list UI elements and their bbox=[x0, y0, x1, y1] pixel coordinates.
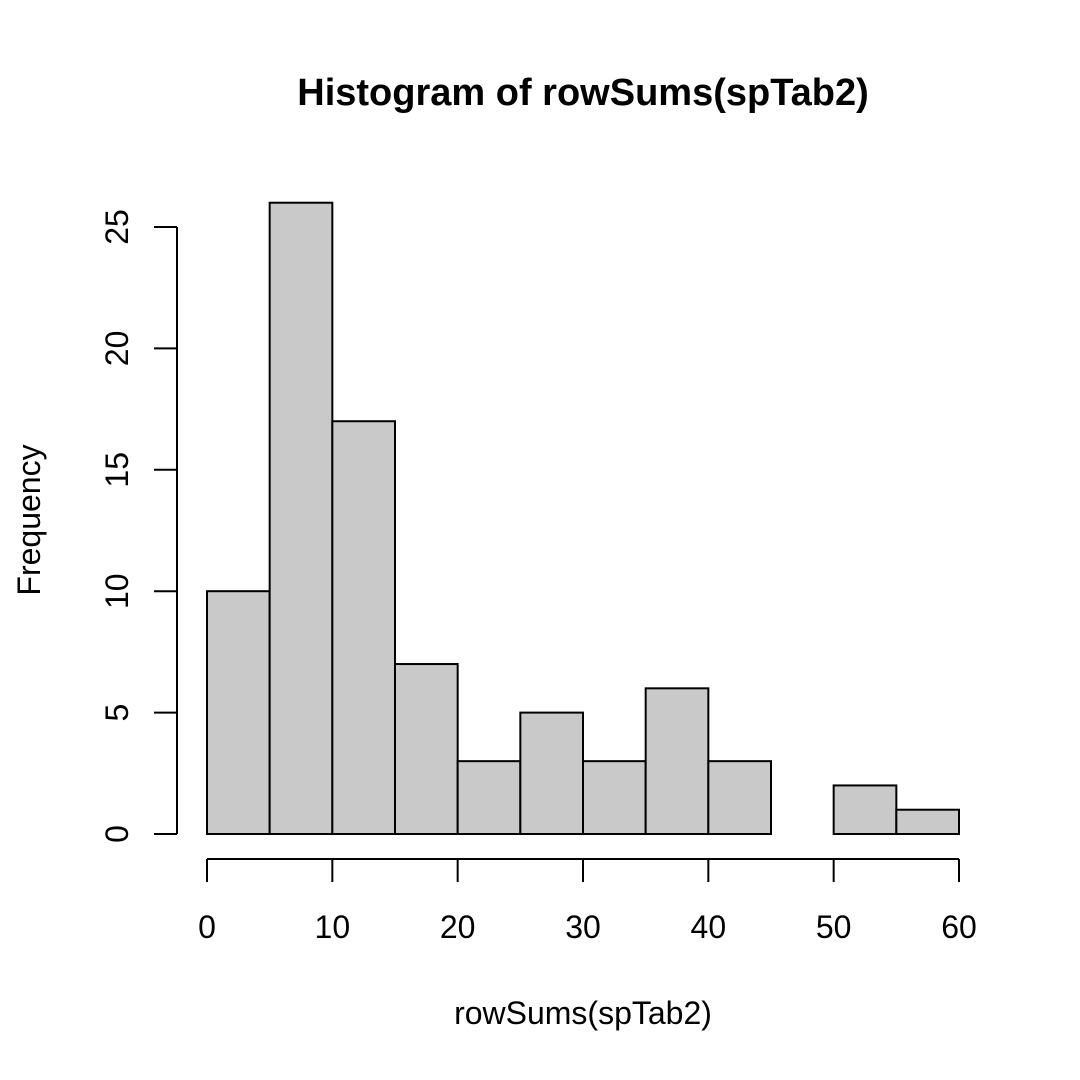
y-tick-label-20: 20 bbox=[99, 331, 135, 367]
bars-group bbox=[206, 201, 960, 836]
histogram-bar-15-20 bbox=[394, 663, 459, 835]
histogram-bar-30-35 bbox=[582, 760, 647, 835]
x-tick-label-0: 0 bbox=[198, 909, 216, 945]
x-axis: 0 10 20 30 40 50 60 bbox=[198, 858, 977, 945]
chart-title: Histogram of rowSums(spTab2) bbox=[297, 72, 868, 114]
y-tick-label-10: 10 bbox=[99, 573, 135, 609]
y-tick-label-15: 15 bbox=[99, 452, 135, 488]
x-tick-label-50: 50 bbox=[816, 909, 852, 945]
histogram-bar-10-15 bbox=[331, 420, 397, 835]
x-tick-label-60: 60 bbox=[941, 909, 977, 945]
x-tick-label-40: 40 bbox=[691, 909, 727, 945]
y-tick-label-0: 0 bbox=[99, 825, 135, 843]
histogram-bar-0-5 bbox=[206, 590, 271, 836]
histogram-bar-50-55 bbox=[832, 784, 898, 836]
histogram-bar-5-10 bbox=[268, 201, 334, 836]
y-axis: 0 5 10 15 20 25 bbox=[99, 209, 178, 843]
histogram-bar-55-60 bbox=[895, 808, 960, 835]
y-axis-label: Frequency bbox=[11, 444, 47, 595]
x-tick-label-30: 30 bbox=[565, 909, 601, 945]
histogram-bar-20-25 bbox=[456, 760, 522, 835]
histogram-bar-40-45 bbox=[707, 760, 772, 835]
x-tick-label-10: 10 bbox=[315, 909, 351, 945]
x-axis-label: rowSums(spTab2) bbox=[454, 995, 712, 1031]
histogram-bar-35-40 bbox=[644, 687, 710, 835]
x-tick-label-20: 20 bbox=[440, 909, 476, 945]
y-tick-label-5: 5 bbox=[99, 704, 135, 722]
y-tick-label-25: 25 bbox=[99, 209, 135, 245]
histogram-bar-25-30 bbox=[519, 711, 584, 835]
